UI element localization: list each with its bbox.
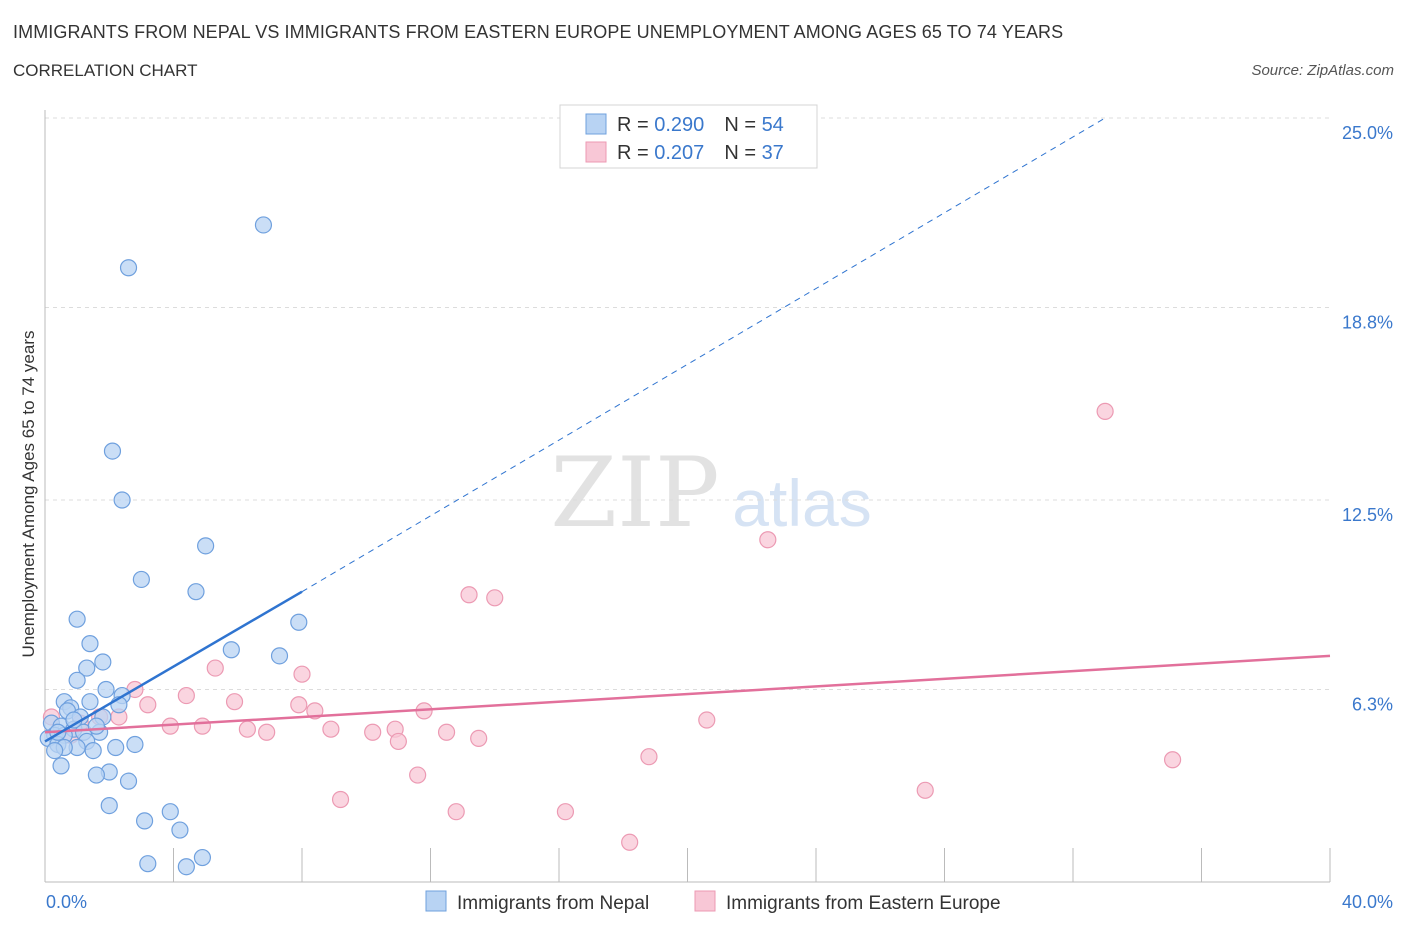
series-legend: Immigrants from Nepal Immigrants from Ea…	[425, 890, 1001, 914]
point-nepal	[126, 735, 144, 754]
point-eastern-europe	[556, 803, 575, 821]
nepal-n-value: 54	[762, 114, 784, 136]
series-nepal	[39, 216, 308, 876]
point-nepal	[270, 647, 289, 665]
stats-legend: R = 0.290 N = 54 R = 0.207 N = 37	[559, 104, 818, 169]
stats-legend-row-ee: R = 0.207 N = 37	[617, 142, 784, 164]
point-nepal	[193, 848, 212, 867]
chart-title: IMMIGRANTS FROM NEPAL VS IMMIGRANTS FROM…	[13, 22, 1064, 42]
point-eastern-europe	[206, 659, 224, 677]
point-nepal	[161, 803, 179, 821]
point-eastern-europe	[290, 696, 308, 714]
stats-legend-row-nepal: R = 0.290 N = 54	[617, 114, 784, 136]
point-nepal	[113, 491, 131, 509]
point-eastern-europe	[470, 729, 488, 747]
point-eastern-europe	[447, 803, 465, 821]
point-nepal	[68, 671, 86, 689]
point-nepal	[132, 570, 150, 589]
point-nepal	[46, 741, 64, 760]
point-eastern-europe	[238, 720, 256, 738]
legend-label-ee: Immigrants from Eastern Europe	[726, 893, 1001, 914]
stats-legend-swatch-nepal	[585, 113, 607, 135]
ee-n-label: N =	[724, 142, 761, 164]
point-nepal	[100, 796, 118, 815]
point-eastern-europe	[331, 790, 350, 809]
point-nepal	[119, 259, 138, 277]
x-tick-label-max: 40.0%	[1342, 892, 1393, 912]
point-eastern-europe	[293, 665, 311, 683]
trendlines	[44, 117, 1331, 743]
point-nepal	[135, 812, 154, 830]
watermark-zip: ZIP	[550, 437, 719, 549]
point-eastern-europe	[389, 732, 407, 751]
point-eastern-europe	[1096, 402, 1114, 420]
point-nepal	[68, 610, 86, 628]
gridlines	[45, 117, 1330, 690]
point-nepal	[87, 717, 106, 735]
y-tick-label: 25.0%	[1342, 123, 1393, 143]
point-eastern-europe	[409, 766, 427, 784]
point-nepal	[87, 766, 106, 784]
point-eastern-europe	[139, 696, 157, 714]
point-nepal	[94, 653, 112, 671]
legend-label-nepal: Immigrants from Nepal	[457, 893, 649, 914]
point-nepal	[84, 741, 102, 760]
point-eastern-europe	[1163, 751, 1182, 769]
point-eastern-europe	[916, 781, 934, 799]
point-eastern-europe	[193, 717, 212, 735]
ee-r-value: 0.207	[654, 142, 704, 164]
y-tick-label: 12.5%	[1342, 505, 1393, 525]
nepal-n-label: N =	[724, 114, 761, 136]
y-axis-label: Unemployment Among Ages 65 to 74 years	[19, 331, 38, 658]
chart-subtitle: CORRELATION CHART	[13, 61, 198, 80]
ee-n-value: 37	[762, 142, 784, 164]
point-nepal	[81, 693, 99, 711]
trendline-nepal-extension	[301, 117, 1106, 593]
watermark-atlas: atlas	[732, 466, 871, 540]
point-eastern-europe	[177, 686, 195, 705]
point-eastern-europe	[486, 589, 504, 607]
trendline-nepal	[44, 590, 303, 743]
point-nepal	[254, 216, 273, 234]
point-eastern-europe	[460, 586, 478, 604]
y-tick-label: 18.8%	[1342, 312, 1393, 332]
point-nepal	[187, 583, 205, 601]
point-nepal	[107, 738, 125, 757]
point-nepal	[197, 537, 215, 555]
axes	[44, 110, 1331, 883]
legend-swatch-ee	[694, 890, 716, 912]
point-eastern-europe	[621, 833, 639, 851]
point-eastern-europe	[225, 693, 244, 711]
point-nepal	[177, 858, 195, 876]
legend-swatch-nepal	[425, 890, 447, 912]
point-eastern-europe	[698, 711, 716, 729]
point-nepal	[119, 772, 138, 790]
y-tick-label: 6.3%	[1352, 694, 1393, 714]
stats-legend-swatch-ee	[585, 141, 607, 163]
y-tick-labels: 6.3% 12.5% 18.8% 25.0%	[1342, 123, 1393, 714]
point-nepal	[103, 442, 122, 460]
point-nepal	[78, 659, 96, 677]
watermark: ZIP atlas	[550, 437, 871, 549]
point-nepal	[97, 680, 115, 699]
point-eastern-europe	[437, 723, 456, 741]
point-nepal	[52, 757, 70, 775]
point-eastern-europe	[364, 723, 382, 741]
point-nepal	[222, 641, 240, 659]
ee-r-label: R =	[617, 142, 654, 164]
nepal-r-label: R =	[617, 114, 654, 136]
point-nepal	[81, 635, 99, 653]
nepal-r-value: 0.290	[654, 114, 704, 136]
point-eastern-europe	[322, 720, 340, 738]
source-label: Source: ZipAtlas.com	[1251, 62, 1394, 79]
point-eastern-europe	[759, 531, 777, 549]
point-eastern-europe	[640, 748, 658, 766]
point-nepal	[139, 855, 157, 873]
trendline-eastern-europe	[44, 654, 1331, 734]
point-eastern-europe	[258, 723, 276, 741]
x-tick-label-min: 0.0%	[46, 892, 87, 912]
point-nepal	[290, 613, 308, 631]
point-nepal	[171, 821, 189, 839]
